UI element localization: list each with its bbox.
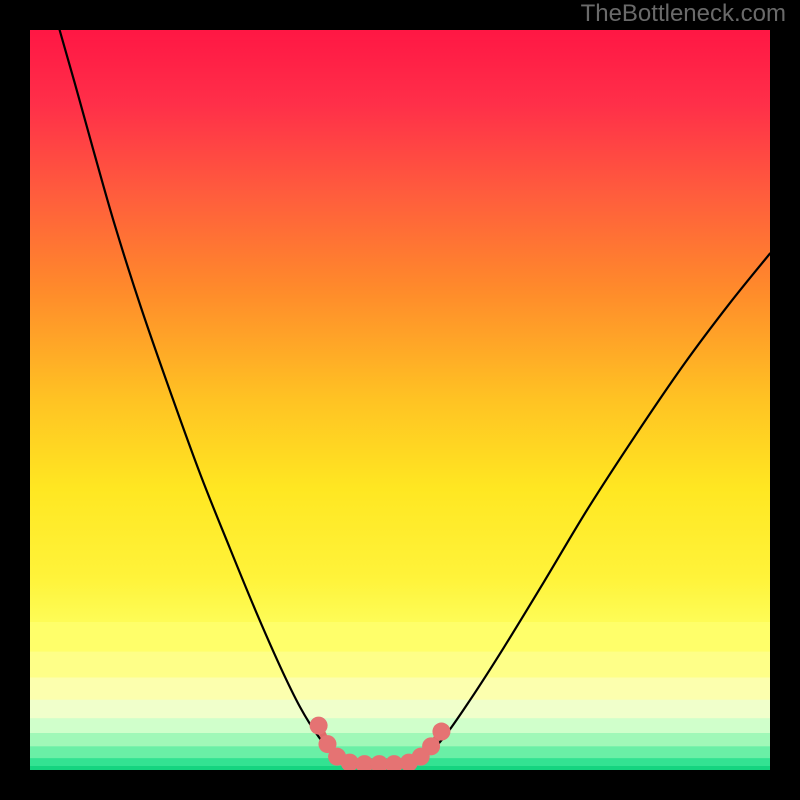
- watermark-text: TheBottleneck.com: [581, 0, 786, 28]
- gradient-band: [30, 652, 770, 678]
- gradient-band: [30, 700, 770, 719]
- emphasis-marker: [422, 737, 440, 755]
- chart-root: TheBottleneck.com: [0, 0, 800, 800]
- emphasis-marker: [310, 717, 328, 735]
- gradient-band: [30, 746, 770, 758]
- chart-svg: [30, 30, 770, 770]
- plot-area: [30, 30, 770, 770]
- emphasis-marker: [432, 723, 450, 741]
- gradient-band: [30, 622, 770, 652]
- gradient-band: [30, 733, 770, 747]
- gradient-band: [30, 678, 770, 701]
- gradient-band: [30, 718, 770, 733]
